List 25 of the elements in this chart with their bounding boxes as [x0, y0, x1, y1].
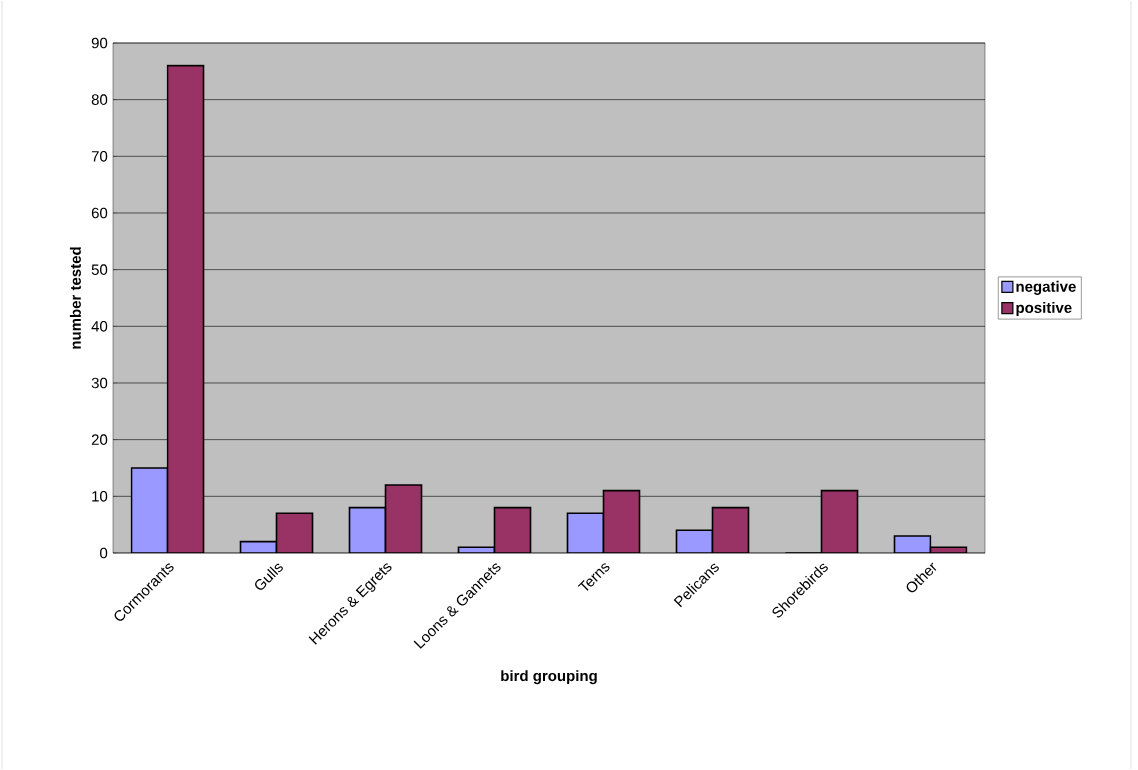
legend-label: negative: [1016, 280, 1076, 295]
y-tick-label: 80: [91, 94, 108, 105]
legend-label: positive: [1016, 301, 1072, 316]
bar: [712, 507, 749, 553]
bar: [603, 490, 640, 553]
bar: [821, 490, 858, 553]
y-tick-label: 30: [91, 377, 108, 389]
bar: [167, 65, 204, 553]
y-tick-label: 10: [92, 491, 108, 502]
y-tick-label: 0: [100, 547, 108, 559]
bar: [276, 513, 313, 553]
bar: [567, 513, 604, 553]
y-tick-label: 70: [91, 151, 108, 162]
y-tick-label: 90: [91, 37, 108, 49]
bar: [494, 507, 531, 553]
bar: [349, 507, 386, 553]
y-axis-title: number tested: [69, 247, 81, 349]
y-tick-label: 20: [91, 434, 108, 445]
y-tick-label: 60: [91, 207, 108, 219]
bar: [676, 530, 713, 553]
x-axis-title: bird grouping: [501, 670, 597, 685]
bar: [131, 467, 168, 553]
y-tick-label: 50: [91, 264, 108, 275]
bar: [385, 484, 422, 553]
y-tick-label: 40: [91, 321, 108, 332]
